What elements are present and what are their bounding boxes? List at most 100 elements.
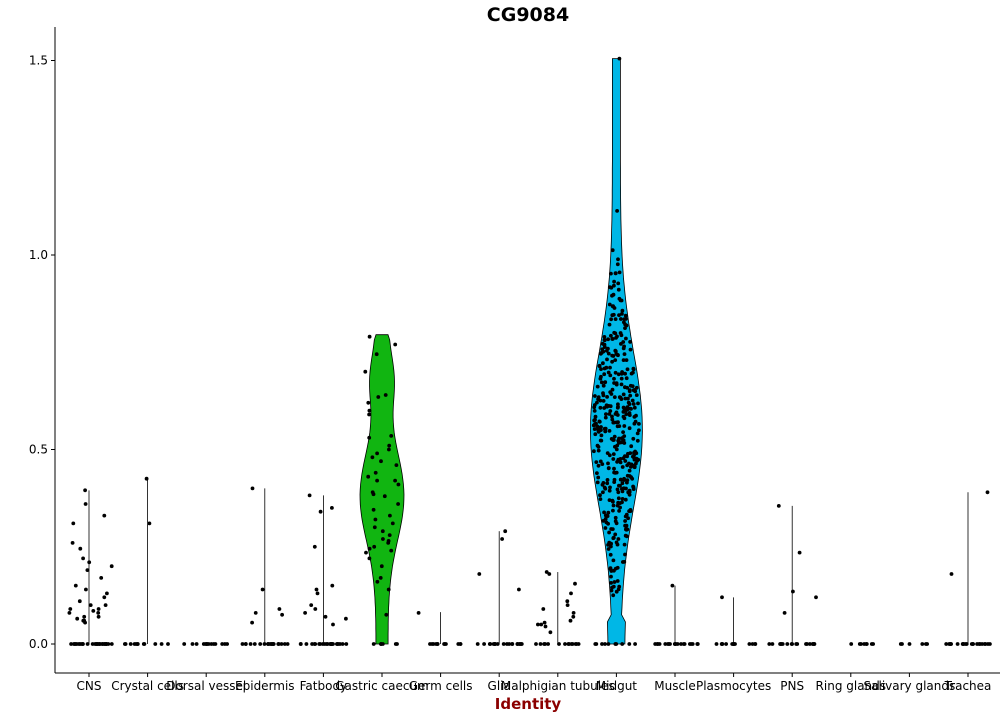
data-point xyxy=(128,642,133,646)
data-point xyxy=(619,317,623,321)
data-point xyxy=(220,642,225,646)
data-point xyxy=(602,372,607,377)
data-point xyxy=(370,455,375,460)
data-point xyxy=(770,642,775,646)
data-point xyxy=(857,642,862,646)
data-point xyxy=(266,642,270,646)
data-point xyxy=(598,493,602,498)
data-point xyxy=(605,478,610,482)
data-point xyxy=(386,541,391,545)
data-point xyxy=(614,470,619,475)
data-point xyxy=(388,513,392,518)
data-point xyxy=(543,624,548,629)
x-tick-label: CNS xyxy=(77,679,102,693)
data-point xyxy=(624,523,629,528)
data-point xyxy=(515,642,520,646)
data-point xyxy=(96,611,101,615)
data-point xyxy=(615,579,620,583)
data-point xyxy=(367,546,372,551)
data-point xyxy=(611,304,615,309)
data-point xyxy=(378,576,383,580)
data-point xyxy=(602,335,607,339)
data-point xyxy=(329,642,334,646)
data-point xyxy=(190,642,195,646)
data-point xyxy=(617,509,621,513)
data-point xyxy=(612,420,617,425)
data-point xyxy=(335,642,339,646)
data-point xyxy=(87,560,92,565)
data-point xyxy=(609,581,613,585)
data-point xyxy=(338,642,342,646)
data-point xyxy=(605,395,609,399)
data-point xyxy=(603,429,608,434)
data-point xyxy=(621,358,626,362)
data-point xyxy=(603,513,608,518)
data-point xyxy=(596,475,601,480)
y-tick-label: 1.0 xyxy=(29,248,48,262)
data-point xyxy=(592,418,597,423)
data-point xyxy=(627,411,632,415)
data-point xyxy=(612,376,616,381)
data-point xyxy=(622,476,626,481)
data-point xyxy=(614,642,619,646)
data-point xyxy=(205,642,210,646)
data-point xyxy=(371,492,376,497)
data-point xyxy=(376,395,381,399)
data-point xyxy=(600,642,604,646)
data-point xyxy=(375,451,379,456)
data-point xyxy=(614,382,619,387)
data-point xyxy=(627,388,632,392)
x-tick-label: Ring glands xyxy=(816,679,887,693)
data-point xyxy=(747,642,752,646)
data-point xyxy=(615,334,619,339)
data-point xyxy=(71,521,76,526)
data-point xyxy=(573,581,577,586)
data-point xyxy=(924,642,928,646)
data-point xyxy=(223,642,227,646)
data-point xyxy=(344,642,349,646)
data-point xyxy=(613,566,618,571)
data-point xyxy=(623,326,627,330)
data-point xyxy=(599,374,603,379)
data-point xyxy=(614,521,619,526)
data-point xyxy=(501,642,506,646)
data-point xyxy=(597,364,602,368)
data-point xyxy=(615,262,620,267)
data-point xyxy=(565,603,570,607)
data-point xyxy=(623,533,628,538)
data-point xyxy=(620,465,625,469)
data-point xyxy=(617,56,622,61)
data-point xyxy=(105,591,109,596)
data-point xyxy=(602,510,606,515)
data-point xyxy=(617,584,622,589)
data-point xyxy=(307,493,312,498)
data-point xyxy=(91,609,96,613)
data-point xyxy=(536,622,540,627)
data-point xyxy=(628,406,632,411)
data-point xyxy=(90,642,95,646)
data-point xyxy=(610,248,615,253)
data-point xyxy=(534,642,538,646)
data-point xyxy=(611,535,616,540)
data-point xyxy=(491,642,496,646)
data-point xyxy=(599,367,603,371)
data-point xyxy=(608,365,612,370)
data-point xyxy=(67,611,72,615)
data-point xyxy=(595,471,599,475)
data-point xyxy=(618,457,623,461)
data-point xyxy=(610,293,614,298)
data-point xyxy=(606,337,610,342)
data-point xyxy=(81,642,85,646)
data-point xyxy=(611,508,615,513)
data-point xyxy=(602,485,607,490)
data-point xyxy=(632,415,637,419)
data-point xyxy=(617,313,621,317)
data-point xyxy=(99,576,104,580)
data-point xyxy=(379,564,384,569)
data-point xyxy=(383,393,388,397)
data-point xyxy=(597,419,602,424)
data-point xyxy=(623,385,627,390)
data-point xyxy=(75,616,80,621)
data-point xyxy=(85,568,90,572)
data-point xyxy=(594,460,599,464)
